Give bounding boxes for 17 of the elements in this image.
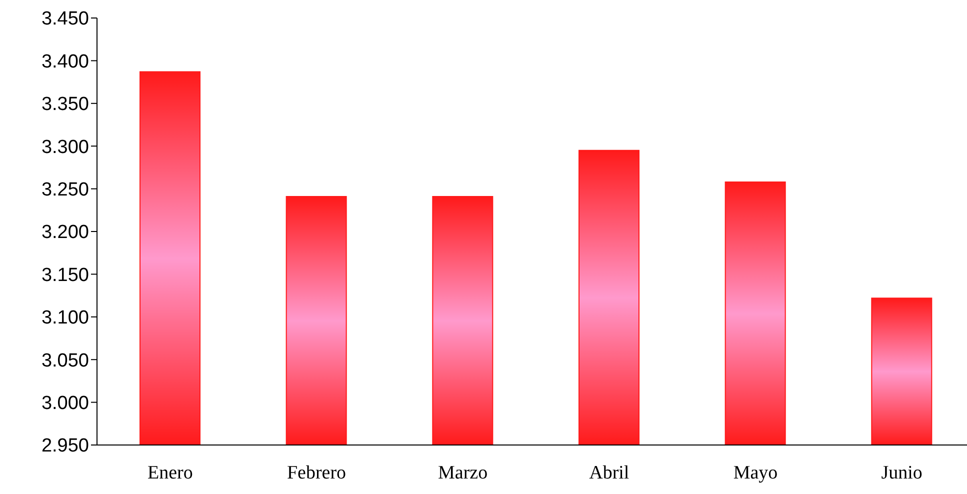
x-tick-label: Marzo: [438, 462, 488, 484]
y-tick-label: 3.100: [41, 308, 89, 329]
x-tick-label: Mayo: [733, 462, 778, 484]
y-tick-label: 3.300: [41, 136, 89, 158]
x-tick-label: Abril: [589, 462, 630, 484]
y-tick-label: 3.450: [41, 8, 89, 30]
x-tick-label: Junio: [881, 462, 922, 484]
x-tick-label: Enero: [147, 462, 193, 484]
y-tick-label: 3.200: [41, 222, 89, 244]
y-tick-label: 3.050: [41, 350, 89, 372]
y-tick-label: 3.150: [41, 264, 89, 286]
y-tick-label: 2.950: [41, 436, 89, 457]
y-tick-label: 3.400: [41, 51, 89, 72]
y-tick-label: 3.250: [41, 180, 89, 201]
y-tick-label: 3.350: [41, 94, 89, 116]
x-tick-label: Febrero: [286, 462, 346, 484]
y-tick-label: 3.000: [41, 393, 89, 414]
